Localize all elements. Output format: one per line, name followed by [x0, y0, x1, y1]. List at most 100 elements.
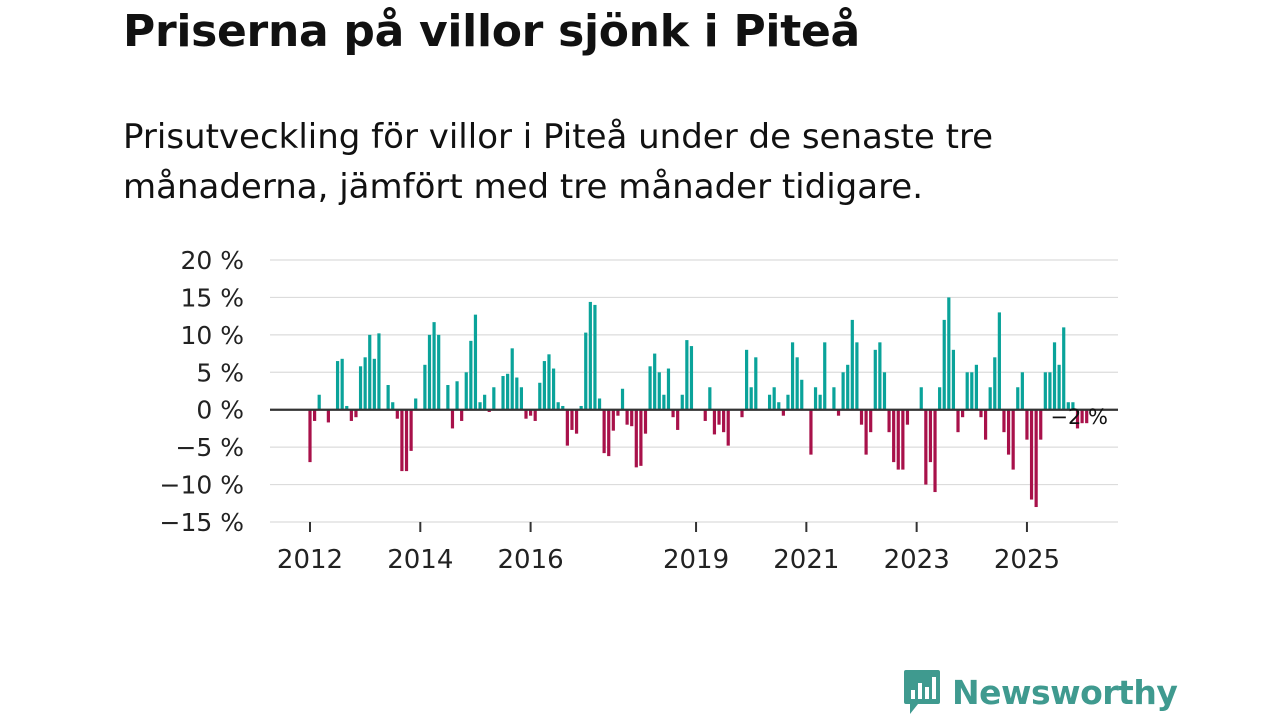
bar	[446, 385, 450, 410]
x-tick-label: 2025	[994, 545, 1060, 575]
bar	[588, 301, 592, 410]
y-axis-ticks: 20 % 15 % 10 % 5 % 0 % −5 % −10 % −15 %	[160, 246, 244, 537]
bar	[1029, 409, 1034, 500]
bar	[653, 353, 657, 410]
bar	[882, 372, 887, 410]
chart-title: Priserna på villor sjönk i Piteå	[123, 6, 860, 57]
bar	[712, 409, 717, 435]
chart-subtitle: Prisutveckling för villor i Piteå under …	[123, 117, 994, 207]
bar	[832, 387, 836, 410]
bar	[584, 332, 588, 410]
bar	[1002, 409, 1006, 433]
x-tick-label: 2021	[773, 545, 839, 575]
bar	[850, 319, 854, 410]
bar	[464, 372, 468, 410]
bar	[933, 409, 937, 493]
end-label-group: −2 %	[1050, 405, 1108, 429]
last-value-label: −2 %	[1050, 405, 1108, 429]
bar	[510, 348, 514, 410]
bar	[836, 409, 841, 416]
bar	[1011, 409, 1015, 470]
bar	[947, 297, 951, 410]
bar	[345, 405, 349, 410]
bar	[781, 409, 785, 416]
bar	[795, 357, 799, 410]
bar	[901, 409, 905, 470]
bar	[317, 394, 321, 410]
bar	[1075, 409, 1080, 429]
bar	[524, 409, 528, 419]
x-tick-label: 2012	[277, 545, 343, 575]
bar	[800, 379, 804, 410]
bar	[404, 409, 409, 472]
bar	[979, 409, 983, 418]
bar	[556, 402, 560, 410]
bar	[662, 394, 666, 410]
y-tick-label: 15 %	[180, 283, 244, 312]
y-tick-label: 5 %	[196, 358, 244, 387]
brand-name: Newsworthy	[952, 672, 1178, 712]
bar	[997, 312, 1001, 410]
bar	[1048, 372, 1052, 410]
bar	[625, 409, 629, 425]
bar	[579, 405, 583, 410]
bar	[335, 361, 340, 410]
bar	[492, 387, 496, 410]
bar	[676, 409, 680, 430]
bar	[377, 333, 381, 410]
bar	[340, 358, 344, 410]
bar	[648, 366, 652, 410]
bar	[574, 409, 579, 434]
bar	[565, 409, 569, 446]
bar	[1085, 409, 1089, 424]
bar	[358, 366, 363, 410]
bar	[414, 398, 418, 410]
bar	[616, 409, 620, 416]
bar	[611, 409, 615, 431]
bar	[657, 372, 661, 410]
bar	[708, 387, 712, 410]
bar	[450, 409, 455, 429]
bar	[740, 409, 744, 418]
bar	[1062, 327, 1066, 410]
bar	[680, 394, 684, 410]
x-axis-ticks: 2012 2014 2016 2019 2021 2023 2025	[277, 522, 1060, 575]
bar	[506, 373, 510, 410]
bar	[478, 402, 482, 410]
bar	[533, 409, 537, 421]
bar	[905, 409, 910, 425]
bar	[809, 409, 813, 455]
bar	[483, 394, 487, 410]
bar	[326, 409, 330, 423]
bar	[469, 340, 473, 410]
y-tick-label: −15 %	[160, 508, 244, 537]
bar	[423, 364, 427, 410]
y-tick-label: 20 %	[180, 246, 244, 275]
bar	[887, 409, 891, 433]
bar	[790, 342, 795, 410]
bar	[938, 387, 942, 410]
bar	[427, 334, 432, 410]
bar	[1025, 409, 1029, 440]
bar	[956, 409, 960, 433]
x-tick-label: 2023	[884, 545, 950, 575]
bar	[772, 387, 776, 410]
bar	[607, 409, 611, 457]
bar	[1080, 409, 1084, 424]
bar	[965, 372, 969, 410]
bar	[855, 342, 859, 410]
bar	[666, 368, 671, 410]
bar	[689, 346, 694, 410]
newsworthy-logo[interactable]: Newsworthy	[902, 668, 1178, 716]
bar	[395, 409, 399, 419]
bar	[961, 409, 965, 418]
bar	[974, 364, 978, 410]
bar	[372, 358, 376, 410]
bar	[777, 402, 781, 410]
x-tick-label: 2014	[387, 545, 453, 575]
bar	[386, 385, 390, 410]
bar	[312, 409, 317, 421]
y-tick-label: 0 %	[196, 396, 244, 425]
y-tick-label: 10 %	[180, 321, 244, 350]
bar	[538, 382, 542, 410]
